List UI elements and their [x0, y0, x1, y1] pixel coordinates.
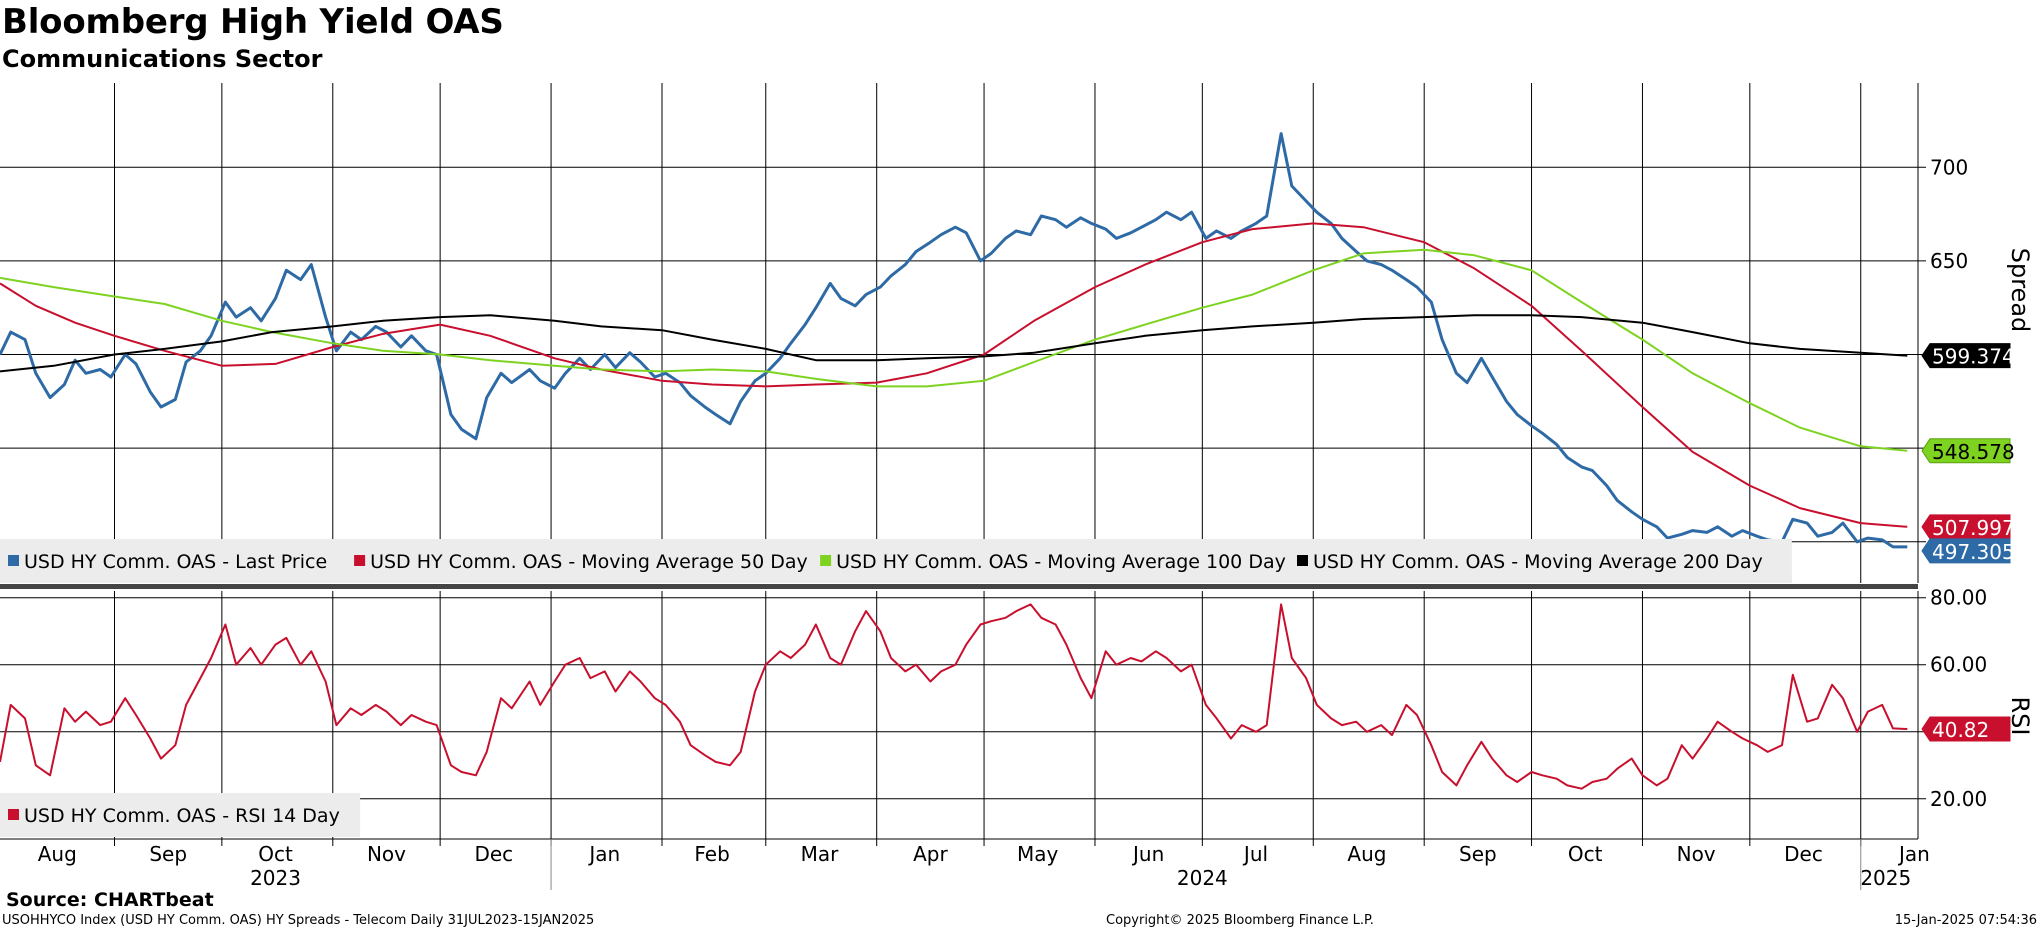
last-value-tag-bg	[1921, 343, 2011, 369]
x-month-label: Jan	[1897, 842, 1930, 866]
y-axis-title-spread: Spread	[2006, 248, 2034, 333]
legend-label: USD HY Comm. OAS - Moving Average 50 Day	[370, 551, 808, 573]
last-value-tag-bg	[1921, 716, 2011, 742]
x-month-label: Aug	[1347, 842, 1386, 866]
legend-label: USD HY Comm. OAS - RSI 14 Day	[24, 805, 340, 827]
x-month-label: Jul	[1242, 842, 1268, 866]
ticker-line: USOHHYCO Index (USD HY Comm. OAS) HY Spr…	[2, 913, 595, 928]
x-month-label: Jan	[587, 842, 620, 866]
x-month-label: Sep	[149, 842, 187, 866]
legend-label: USD HY Comm. OAS - Last Price	[24, 551, 327, 573]
last-value-tag-bg	[1921, 438, 2011, 464]
series-line	[0, 222, 1908, 528]
grid-layer	[0, 83, 1926, 840]
panel-separator	[0, 584, 1918, 589]
legend-label: USD HY Comm. OAS - Moving Average 100 Da…	[836, 551, 1286, 573]
last-value-tag-text: 507.997	[1932, 516, 2015, 540]
series-line	[0, 248, 1908, 452]
x-year-label: 2023	[250, 866, 301, 890]
x-year-label: 2025	[1860, 866, 1911, 890]
legend-swatch	[354, 555, 366, 566]
legend-swatch	[820, 555, 832, 566]
x-month-label: Feb	[694, 842, 729, 866]
last-value-tag-bg	[1921, 514, 2011, 540]
chart-title: Bloomberg High Yield OAS	[2, 2, 504, 42]
last-value-tag: 599.374	[1921, 343, 2015, 369]
legend-lower-bg	[0, 793, 361, 837]
x-month-label: Nov	[1677, 842, 1716, 866]
last-value-tag-text: 599.374	[1932, 345, 2015, 369]
axis-layer: 700 650 80.00 60.00 20.00 Spread RSI 599.374 548…	[38, 155, 2034, 890]
y-axis-title-rsi: RSI	[2006, 697, 2034, 736]
y-tick-label: 60.00	[1930, 653, 1987, 677]
x-month-label: Sep	[1459, 842, 1497, 866]
series-layer	[0, 132, 1908, 790]
series-line	[0, 132, 1908, 549]
x-month-label: Dec	[1784, 842, 1823, 866]
series-line	[0, 314, 1908, 373]
legend-swatch	[8, 809, 19, 820]
source-label: Source: CHARTbeat	[6, 889, 214, 911]
chart-subtitle: Communications Sector	[2, 45, 323, 73]
legend-swatch	[8, 555, 19, 566]
legend-upper-bg	[0, 539, 1792, 583]
x-month-label: Oct	[258, 842, 293, 866]
y-tick-label: 700	[1930, 155, 1968, 179]
last-value-tag: 548.578	[1921, 438, 2015, 464]
last-value-tag: 40.82	[1921, 716, 2011, 742]
series-line	[0, 603, 1908, 790]
y-tick-label: 20.00	[1930, 787, 1987, 811]
last-value-tag-text: 497.305	[1932, 540, 2015, 564]
y-tick-label: 80.00	[1930, 586, 1987, 610]
x-month-label: Dec	[474, 842, 513, 866]
copyright: Copyright© 2025 Bloomberg Finance L.P.	[1106, 913, 1374, 928]
legend-swatch	[1297, 555, 1308, 566]
x-month-label: May	[1017, 842, 1059, 866]
timestamp: 15-Jan-2025 07:54:36	[1894, 913, 2037, 928]
x-month-label: Mar	[801, 842, 840, 866]
last-value-tag-bg	[1921, 538, 2011, 564]
last-value-tag-text: 548.578	[1932, 440, 2015, 464]
x-month-label: Jun	[1131, 842, 1164, 866]
x-year-label: 2024	[1177, 866, 1228, 890]
y-tick-label: 650	[1930, 249, 1968, 273]
legend-label: USD HY Comm. OAS - Moving Average 200 Da…	[1313, 551, 1763, 573]
x-month-label: Apr	[913, 842, 948, 866]
last-value-tag: 507.997	[1921, 514, 2015, 540]
x-month-label: Oct	[1568, 842, 1603, 866]
last-value-tag: 497.305	[1921, 538, 2015, 564]
x-month-label: Nov	[367, 842, 406, 866]
legend-layer: USD HY Comm. OAS - Last Price USD HY Comm…	[0, 539, 1792, 837]
x-month-label: Aug	[38, 842, 77, 866]
last-value-tag-text: 40.82	[1932, 718, 1989, 742]
